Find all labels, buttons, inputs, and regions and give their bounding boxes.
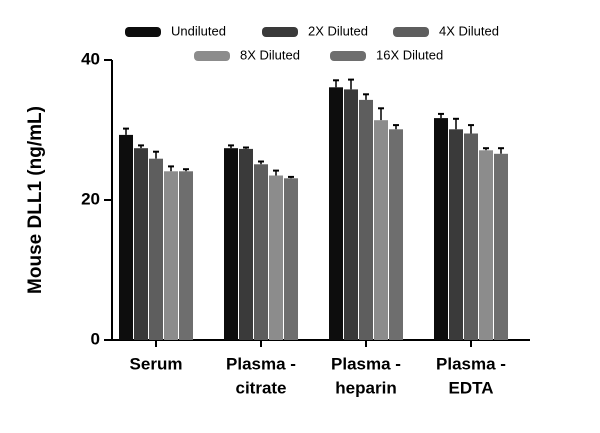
bar	[389, 129, 403, 340]
bar	[284, 178, 298, 340]
legend-swatch	[194, 51, 230, 61]
bar	[479, 150, 493, 340]
bar	[134, 148, 148, 340]
bar	[359, 99, 373, 341]
legend-label: Undiluted	[171, 23, 226, 38]
bar	[119, 134, 133, 340]
legend-label: 8X Diluted	[240, 47, 300, 62]
bar	[374, 120, 388, 340]
legend-label: 4X Diluted	[439, 23, 499, 38]
bar	[269, 175, 283, 340]
legend-label: 16X Diluted	[376, 47, 443, 62]
bar	[329, 87, 343, 340]
bar	[239, 148, 253, 340]
y-tick-label: 40	[81, 49, 100, 68]
bar	[254, 164, 268, 340]
x-tick-label: Plasma -	[436, 354, 506, 373]
bar	[224, 148, 238, 340]
y-tick-label: 20	[81, 189, 100, 208]
bar	[464, 133, 478, 340]
bar	[449, 129, 463, 340]
bar	[344, 89, 358, 341]
bar	[179, 171, 193, 340]
legend-swatch	[393, 27, 429, 37]
y-tick-label: 0	[91, 329, 100, 348]
bar	[434, 118, 448, 340]
legend-swatch	[330, 51, 366, 61]
x-tick-label: Plasma -	[331, 354, 401, 373]
bar	[164, 171, 178, 340]
bar	[149, 158, 163, 340]
y-axis-title: Mouse DLL1 (ng/mL)	[25, 106, 46, 294]
x-tick-label: Serum	[130, 354, 183, 373]
legend-swatch	[262, 27, 298, 37]
bar	[494, 153, 508, 340]
legend-swatch	[125, 27, 161, 37]
x-tick-label: Plasma -	[226, 354, 296, 373]
x-tick-label: EDTA	[448, 378, 493, 397]
x-tick-label: citrate	[235, 378, 286, 397]
x-tick-label: heparin	[335, 378, 396, 397]
legend-label: 2X Diluted	[308, 23, 368, 38]
